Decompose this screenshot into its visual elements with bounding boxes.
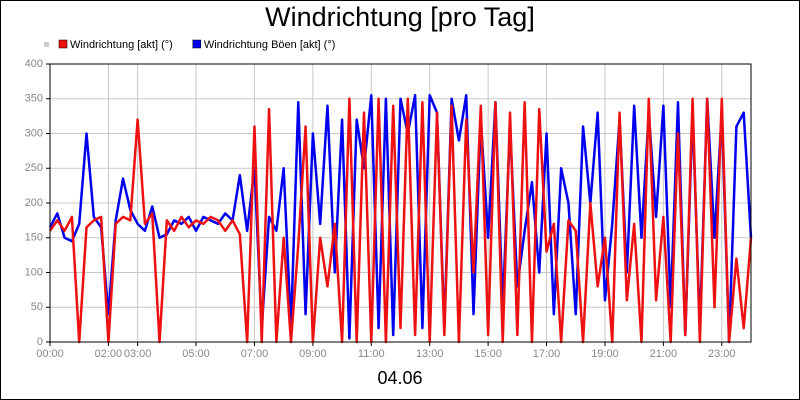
y-tick-label: 350 <box>25 93 43 105</box>
x-tick-label: 00:00 <box>36 348 64 360</box>
x-tick-label: 17:00 <box>533 348 561 360</box>
x-tick-label: 07:00 <box>241 348 269 360</box>
legend-swatch <box>192 39 202 49</box>
y-tick-label: 50 <box>31 301 43 313</box>
x-tick-label: 02:00 <box>95 348 123 360</box>
plot-border <box>49 63 752 343</box>
x-tick-label: 05:00 <box>182 348 210 360</box>
y-tick-label: 250 <box>25 162 43 174</box>
data-line <box>48 97 753 344</box>
x-tick-label: 21:00 <box>650 348 678 360</box>
y-tick-label: 0 <box>37 336 43 348</box>
x-tick-label: 03:00 <box>124 348 152 360</box>
legend-swatch <box>58 39 68 49</box>
y-tick-label: 150 <box>25 232 43 244</box>
x-tick-label: 23:00 <box>708 348 736 360</box>
y-tick-label: 100 <box>25 266 43 278</box>
chart-title: Windrichtung [pro Tag] <box>265 2 535 32</box>
y-tick-label: 200 <box>25 197 43 209</box>
x-tick-label: 11:00 <box>358 348 385 360</box>
y-tick-label: 400 <box>25 58 43 70</box>
x-tick-label: 15:00 <box>474 348 502 360</box>
x-tick-label: 13:00 <box>416 348 444 360</box>
x-axis-label: 04.06 <box>377 368 422 388</box>
x-tick-label: 09:00 <box>299 348 327 360</box>
legend-label: Windrichtung Böen [akt] (°) <box>204 39 336 51</box>
legend-marker <box>44 42 49 47</box>
legend-label: Windrichtung [akt] (°) <box>70 39 173 51</box>
y-tick-label: 300 <box>25 127 43 139</box>
x-tick-label: 19:00 <box>591 348 619 360</box>
